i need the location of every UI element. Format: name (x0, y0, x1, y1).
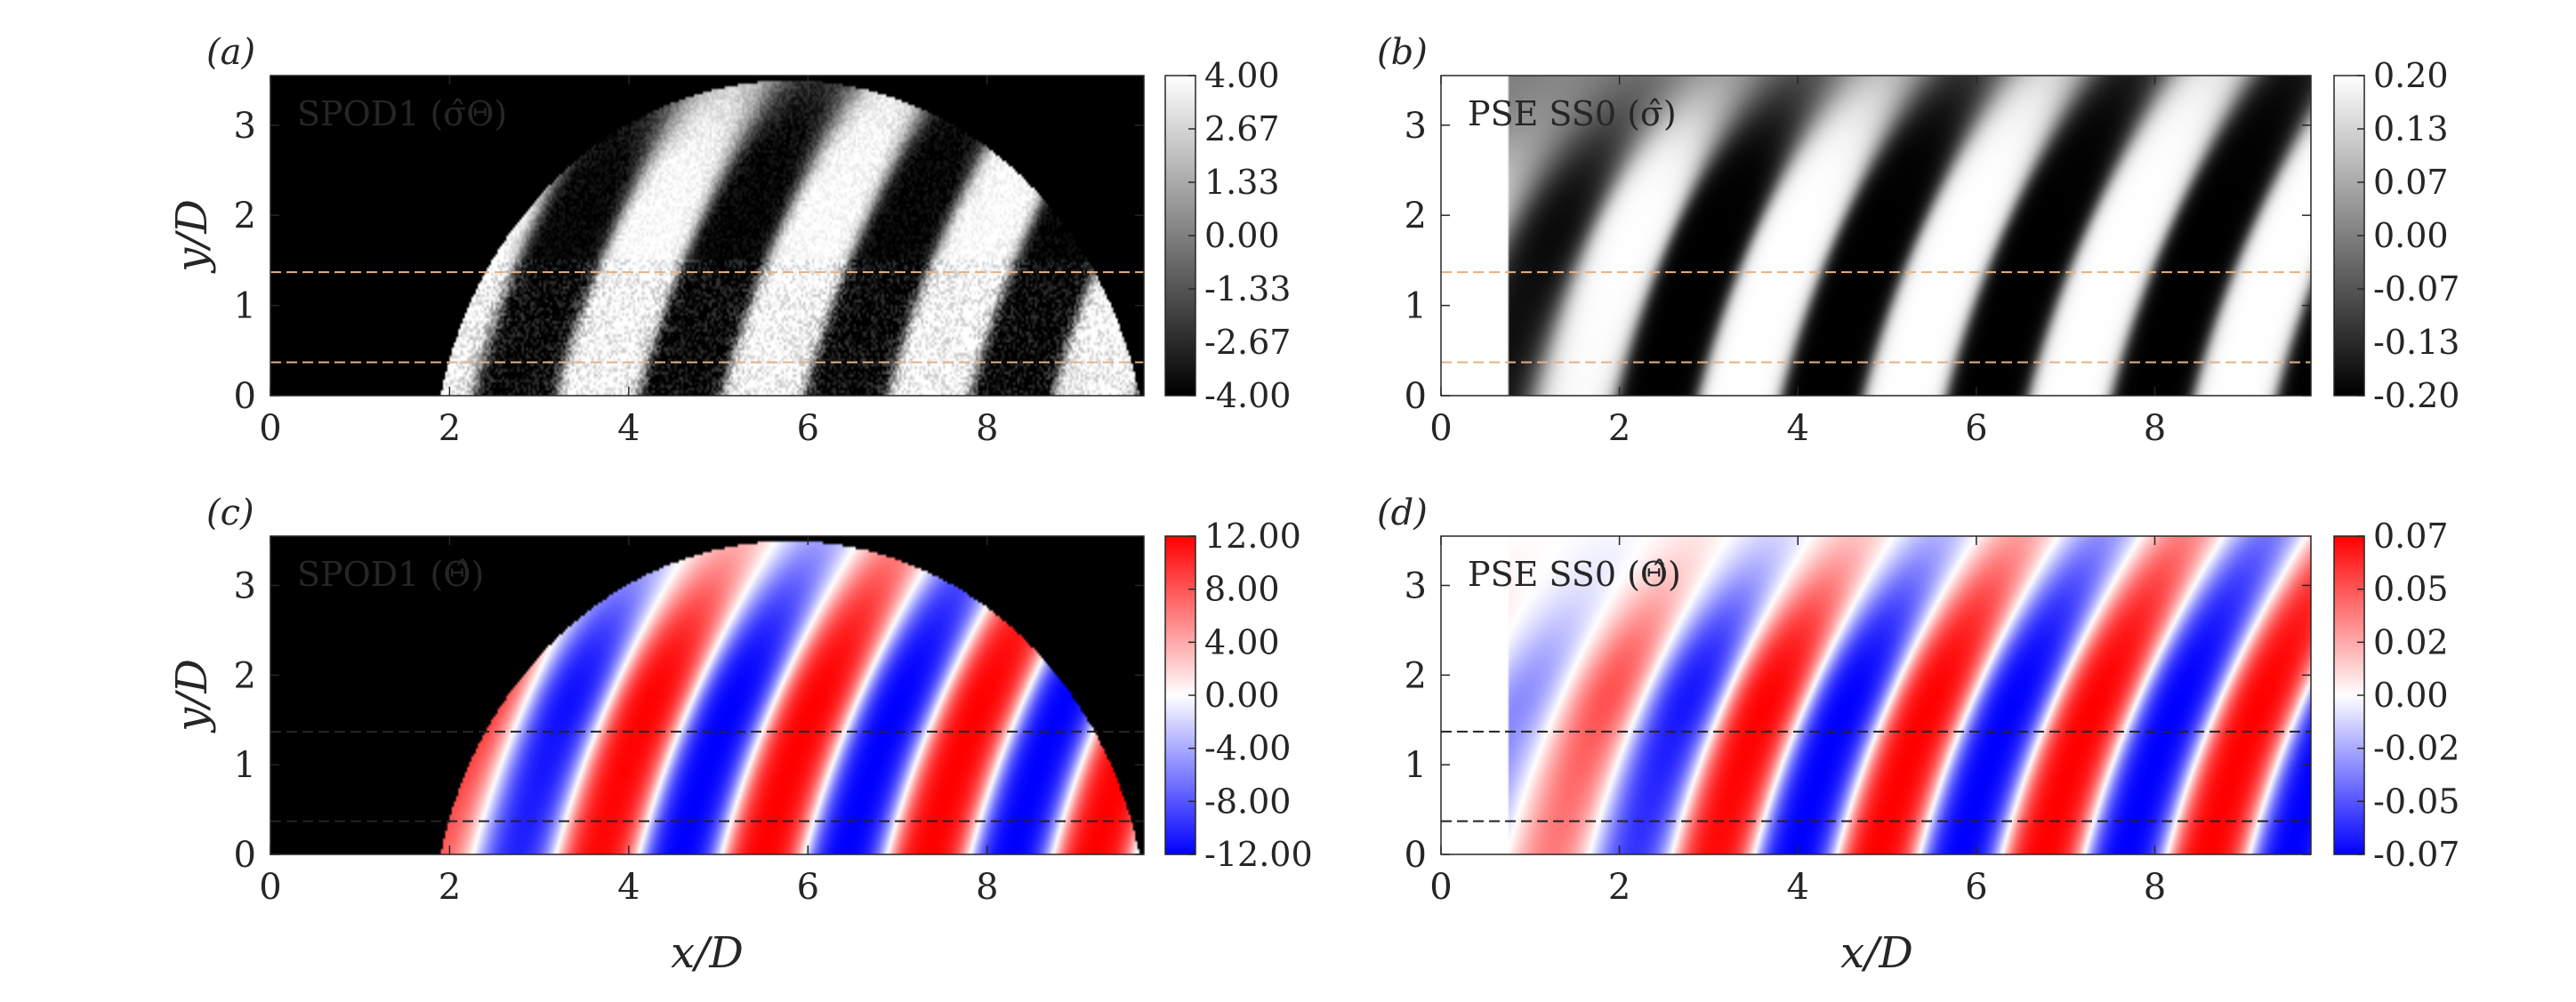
colorbar-tick-label: -0.05 (2373, 782, 2459, 821)
x-tick-label: 8 (976, 867, 998, 908)
colorbar-tick-label: 8.00 (1204, 570, 1280, 609)
colorbar-tick-label: 0.07 (2373, 163, 2449, 202)
colorbar-tick-label: 0.13 (2373, 109, 2449, 148)
x-tick-label: 4 (1787, 867, 1809, 908)
colorbar-tick-label: 0.20 (2373, 56, 2449, 95)
y-tick-label: 3 (234, 106, 256, 147)
y-tick-label: 3 (1405, 106, 1427, 147)
y-tick-label: 3 (234, 565, 256, 606)
y-axis-label: y/D (167, 659, 217, 733)
panel-label: (a) (206, 32, 255, 73)
colorbar-tick-label: -0.13 (2373, 323, 2459, 362)
colorbar-tick-label: -4.00 (1204, 729, 1291, 768)
x-tick-label: 2 (439, 408, 461, 449)
axes-frame (1440, 75, 2312, 397)
y-tick-label: 0 (1405, 835, 1427, 876)
y-tick-label: 2 (234, 655, 256, 696)
x-tick-label: 2 (439, 867, 461, 908)
y-tick-label: 1 (234, 286, 256, 327)
y-tick-label: 0 (234, 835, 256, 876)
contour-field (1441, 536, 2311, 854)
colorbar-tick-label: 0.05 (2373, 570, 2449, 609)
x-tick-label: 0 (259, 867, 281, 908)
x-axis-label: x/D (1840, 928, 1913, 978)
y-tick-label: 0 (234, 376, 256, 417)
panel-title: SPOD1 (σ̂Θ) (297, 94, 507, 133)
colorbar-tick-label: 0.07 (2373, 517, 2449, 556)
colorbar-tick-label: 4.00 (1204, 56, 1280, 95)
colorbar-tick-label: 0.00 (2373, 676, 2449, 715)
axes-frame (1440, 535, 2312, 855)
colorbar-tick-label: 0.02 (2373, 622, 2449, 661)
x-tick-label: 6 (797, 867, 819, 908)
colorbar-tick-label: -8.00 (1204, 782, 1291, 821)
colorbar-tick-label: -12.00 (1204, 835, 1313, 874)
colorbar-tick-label: -4.00 (1204, 376, 1291, 415)
x-tick-label: 8 (2144, 867, 2166, 908)
x-tick-label: 0 (1429, 867, 1452, 908)
colorbar-tick-label: 0.00 (2373, 216, 2449, 255)
y-tick-label: 2 (1405, 196, 1427, 236)
y-tick-label: 3 (1405, 565, 1427, 606)
colorbar-tick-label: 0.00 (1204, 676, 1280, 715)
x-tick-label: 6 (1965, 408, 1987, 449)
y-tick-label: 0 (1405, 376, 1427, 417)
x-tick-label: 4 (1787, 408, 1809, 449)
axes-frame (270, 535, 1145, 855)
contour-field (1441, 76, 2311, 396)
y-axis-label: y/D (167, 199, 217, 274)
x-tick-label: 0 (1429, 408, 1452, 449)
colorbar-tick-label: -2.67 (1204, 323, 1291, 362)
x-tick-label: 6 (797, 408, 819, 449)
x-tick-label: 4 (617, 867, 640, 908)
colorbar-tick-label: -0.07 (2373, 835, 2459, 874)
colorbar-tick-label: 4.00 (1204, 622, 1280, 661)
x-tick-label: 2 (1608, 867, 1630, 908)
axes-frame (270, 75, 1145, 397)
colorbar-tick-label: -0.20 (2373, 376, 2459, 415)
colorbar-tick-label: -0.02 (2373, 729, 2459, 768)
y-tick-label: 1 (234, 745, 256, 786)
x-tick-label: 6 (1965, 867, 1987, 908)
contour-field (270, 536, 1144, 854)
colorbar-tick-label: 12.00 (1204, 517, 1301, 556)
panel-label: (b) (1377, 32, 1428, 73)
x-tick-label: 0 (259, 408, 281, 449)
contour-field (270, 76, 1144, 396)
y-tick-label: 1 (1405, 286, 1427, 327)
colorbar-tick-label: -1.33 (1204, 269, 1291, 309)
colorbar-tick-label: -0.07 (2373, 269, 2459, 309)
colorbar-tick-label: 1.33 (1204, 163, 1280, 202)
x-tick-label: 4 (617, 408, 640, 449)
panel-title: PSE SS0 (σ̂) (1468, 94, 1677, 133)
panel-label: (d) (1377, 493, 1428, 533)
panel-title: SPOD1 (Θ̂) (297, 555, 484, 594)
x-tick-label: 8 (976, 408, 998, 449)
colorbar-tick-label: 2.67 (1204, 109, 1280, 148)
y-tick-label: 2 (234, 196, 256, 236)
panel-label: (c) (206, 493, 254, 533)
y-tick-label: 2 (1405, 655, 1427, 696)
panel-title: PSE SS0 (Θ̂) (1468, 555, 1681, 594)
y-tick-label: 1 (1405, 745, 1427, 786)
colorbar-tick-label: 0.00 (1204, 216, 1280, 255)
x-tick-label: 8 (2144, 408, 2166, 449)
x-tick-label: 2 (1608, 408, 1630, 449)
x-axis-label: x/D (671, 928, 744, 978)
